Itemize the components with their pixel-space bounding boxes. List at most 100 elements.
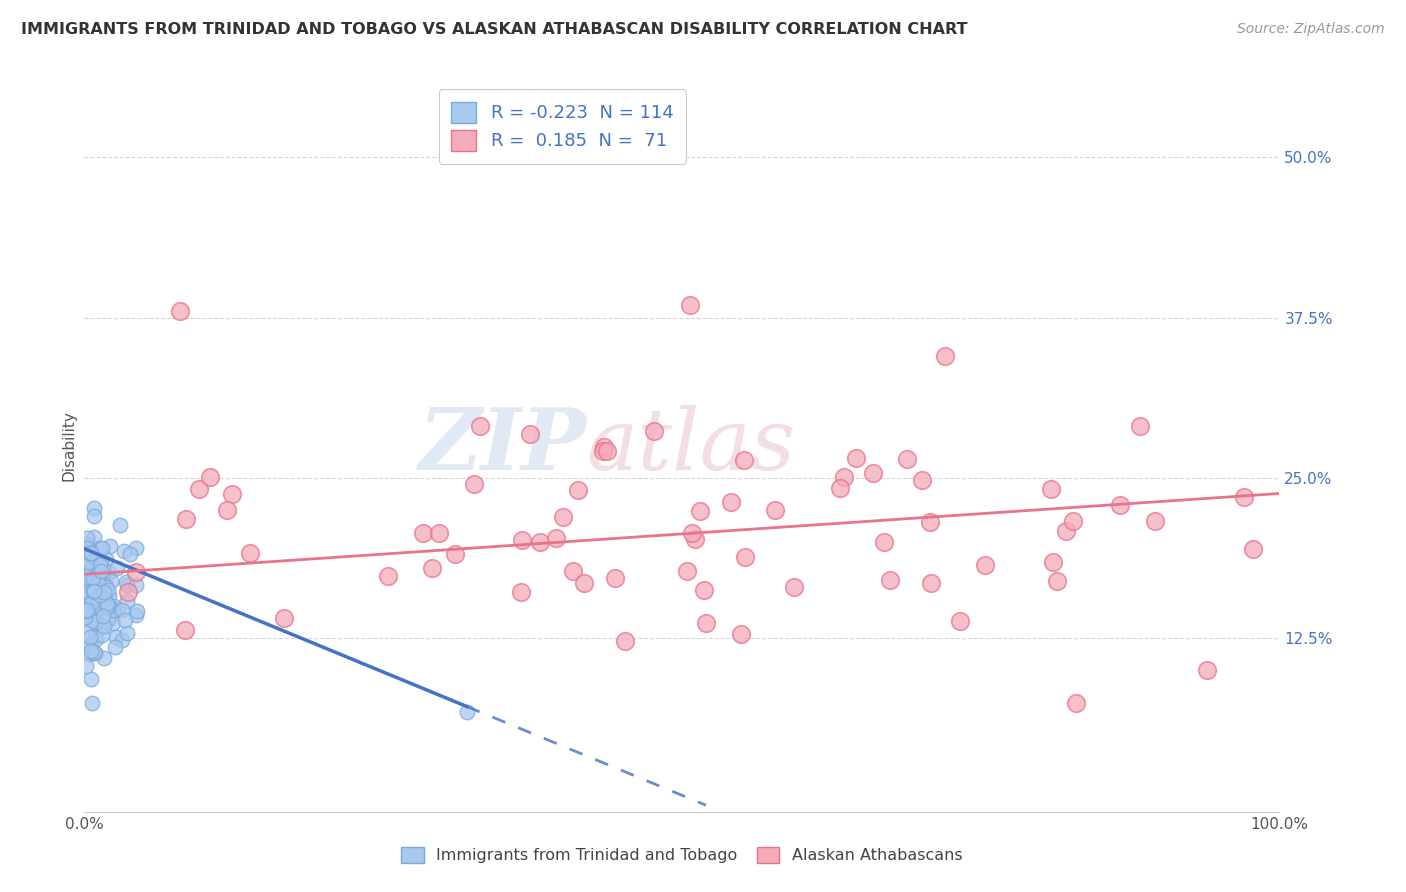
Point xyxy=(1066,696,1088,710)
Point xyxy=(918,515,941,529)
Point xyxy=(879,573,901,587)
Point xyxy=(90,554,112,568)
Point xyxy=(73,605,96,619)
Point xyxy=(920,575,942,590)
Point xyxy=(101,615,124,630)
Point xyxy=(420,560,443,574)
Point xyxy=(96,599,118,614)
Point xyxy=(115,574,138,589)
Point xyxy=(412,526,434,541)
Point xyxy=(1062,515,1084,529)
Point xyxy=(94,576,117,591)
Point xyxy=(934,349,956,363)
Point xyxy=(82,584,104,599)
Point xyxy=(89,541,111,555)
Point xyxy=(188,482,211,496)
Point xyxy=(83,509,105,524)
Point xyxy=(832,470,855,484)
Point xyxy=(107,601,129,615)
Point xyxy=(174,512,197,526)
Point xyxy=(1233,491,1256,505)
Point xyxy=(90,569,112,583)
Point xyxy=(93,650,115,665)
Point xyxy=(734,549,756,564)
Point xyxy=(76,531,98,545)
Point xyxy=(112,544,135,558)
Point xyxy=(89,558,111,573)
Point xyxy=(83,630,105,644)
Point xyxy=(120,547,142,561)
Point xyxy=(76,570,98,584)
Point xyxy=(76,541,98,555)
Point xyxy=(83,583,105,598)
Point xyxy=(87,571,110,585)
Point xyxy=(592,444,614,458)
Point xyxy=(101,603,124,617)
Point xyxy=(75,609,97,624)
Point xyxy=(763,503,786,517)
Text: IMMIGRANTS FROM TRINIDAD AND TOBAGO VS ALASKAN ATHABASCAN DISABILITY CORRELATION: IMMIGRANTS FROM TRINIDAD AND TOBAGO VS A… xyxy=(21,22,967,37)
Point xyxy=(83,645,105,659)
Point xyxy=(91,617,114,632)
Point xyxy=(96,552,118,566)
Legend: Immigrants from Trinidad and Tobago, Alaskan Athabascans: Immigrants from Trinidad and Tobago, Ala… xyxy=(395,840,969,870)
Point xyxy=(1195,663,1218,677)
Point xyxy=(377,569,399,583)
Point xyxy=(80,545,103,559)
Point xyxy=(110,517,132,532)
Point xyxy=(105,561,128,575)
Point xyxy=(104,640,127,655)
Point xyxy=(76,573,98,587)
Point xyxy=(80,696,103,710)
Point xyxy=(76,602,98,616)
Point xyxy=(82,549,104,564)
Point xyxy=(468,418,491,433)
Point xyxy=(76,609,98,624)
Point xyxy=(83,615,105,629)
Point xyxy=(125,578,148,592)
Point xyxy=(97,612,120,626)
Point xyxy=(1040,482,1063,496)
Point xyxy=(90,628,112,642)
Point xyxy=(519,427,541,442)
Point xyxy=(77,585,100,599)
Point xyxy=(111,633,134,648)
Point xyxy=(574,576,596,591)
Point xyxy=(98,540,121,554)
Point xyxy=(89,579,111,593)
Point xyxy=(115,578,138,592)
Point xyxy=(643,425,665,439)
Point xyxy=(845,451,868,466)
Point xyxy=(75,625,97,640)
Point xyxy=(82,549,104,563)
Point xyxy=(93,587,115,601)
Point xyxy=(97,588,120,602)
Point xyxy=(90,565,112,579)
Point xyxy=(720,494,742,508)
Point xyxy=(689,504,711,518)
Point xyxy=(730,627,752,641)
Point xyxy=(80,571,103,585)
Point xyxy=(80,598,103,612)
Point xyxy=(103,599,125,614)
Point xyxy=(100,574,122,589)
Point xyxy=(80,595,103,609)
Point xyxy=(97,565,120,579)
Point xyxy=(86,576,108,591)
Point xyxy=(596,444,619,458)
Point xyxy=(273,611,295,625)
Point xyxy=(75,567,97,582)
Point xyxy=(82,571,104,585)
Point xyxy=(77,577,100,591)
Point xyxy=(1241,541,1264,556)
Point xyxy=(124,541,146,555)
Point xyxy=(73,637,96,651)
Point xyxy=(510,533,533,547)
Point xyxy=(79,569,101,583)
Point xyxy=(169,304,191,318)
Point xyxy=(1109,498,1132,512)
Point xyxy=(1054,524,1077,538)
Point xyxy=(79,597,101,611)
Point xyxy=(89,600,111,615)
Point xyxy=(84,615,107,629)
